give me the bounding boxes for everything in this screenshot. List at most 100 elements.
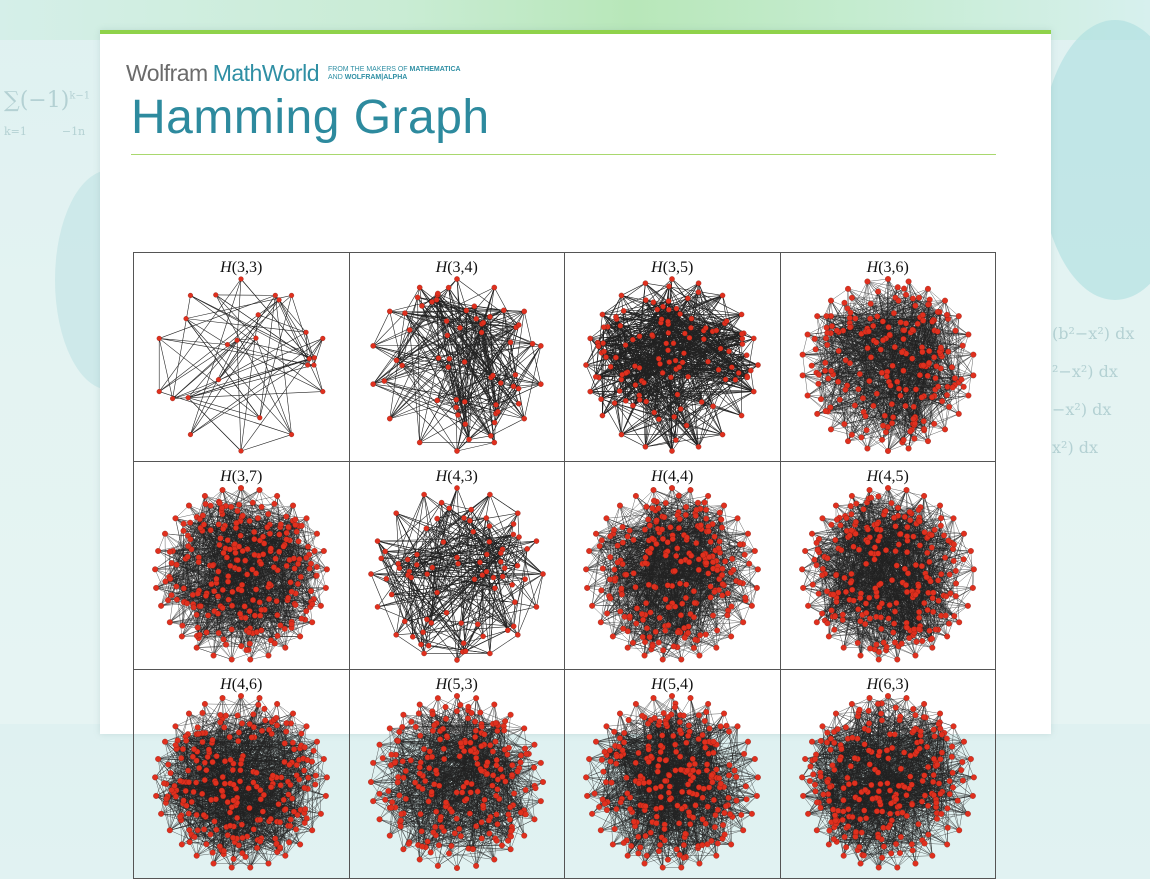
graph-vertex (687, 335, 692, 340)
graph-edge (437, 400, 456, 401)
graph-vertex (225, 342, 230, 347)
graph-vertex (286, 524, 292, 530)
graph-vertex (910, 296, 916, 302)
graph-vertex (217, 542, 223, 548)
graph-vertex (828, 368, 834, 374)
graph-vertex (701, 337, 706, 342)
graph-vertex (205, 612, 211, 618)
graph-vertex (601, 325, 606, 330)
graph-vertex (659, 317, 664, 322)
graph-vertex (909, 327, 915, 333)
graph-vertex (521, 416, 526, 421)
graph-vertex (889, 420, 895, 426)
graph-vertex (656, 417, 661, 422)
background-shape-right (1040, 20, 1150, 300)
graph-vertex (748, 368, 753, 373)
graph-vertex (453, 405, 458, 410)
graph-cell: H(4,3) (350, 462, 566, 671)
graph-edge (190, 340, 237, 434)
graph-vertex (289, 621, 295, 627)
graph-vertex (254, 336, 259, 341)
graph-vertex (608, 364, 613, 369)
graph-vertex (266, 596, 272, 602)
graph-vertex (157, 336, 162, 341)
graph-vertex (714, 328, 719, 333)
graph-vertex (718, 346, 723, 351)
graph-edge (457, 442, 494, 451)
graph-vertex (515, 386, 520, 391)
graph-vertex (938, 345, 944, 351)
graph-vertex (621, 308, 626, 313)
graph-edge (237, 506, 261, 510)
graph-vertex (874, 314, 880, 320)
graph-vertex (190, 592, 196, 598)
graph-drawing (781, 253, 996, 461)
graph-vertex (613, 314, 618, 319)
graph-vertex (685, 374, 690, 379)
graph-vertex (808, 363, 814, 369)
graph-vertex (179, 633, 185, 639)
graph-vertex (899, 349, 905, 355)
graph-vertex (238, 485, 244, 491)
graph-vertex (268, 545, 274, 551)
graph-vertex (619, 432, 624, 437)
graph-vertex (644, 399, 649, 404)
graph-vertex (959, 343, 965, 349)
graph-vertex (407, 327, 412, 332)
graph-vertex (744, 353, 749, 358)
graph-vertex (258, 561, 264, 567)
graph-vertex (266, 511, 272, 517)
mathworld-logo[interactable]: Wolfram MathWorld FROM THE MAKERS OF MAT… (126, 60, 461, 87)
graph-edge (402, 330, 410, 365)
graph-vertex (900, 368, 906, 374)
graph-vertex (914, 321, 920, 327)
graph-vertex (799, 373, 805, 379)
graph-vertex (247, 518, 253, 524)
graph-vertex (600, 413, 605, 418)
background-math-left: ∑(−1)k−1 (4, 88, 90, 113)
graph-vertex (281, 543, 287, 549)
graph-vertex (278, 521, 284, 527)
graph-vertex (745, 375, 750, 380)
graph-vertex (244, 571, 250, 577)
graph-vertex (188, 293, 193, 298)
graph-edge (373, 313, 405, 346)
graph-vertex (864, 446, 870, 452)
graph-vertex (538, 382, 543, 387)
graph-edge (188, 398, 241, 451)
graph-vertex (929, 319, 935, 325)
graph-vertex (461, 359, 466, 364)
graph-vertex (284, 530, 290, 536)
graph-vertex (211, 652, 217, 658)
graph-vertex (918, 395, 924, 401)
graph-vertex (191, 604, 197, 610)
logo-mathworld-text: MathWorld (213, 60, 319, 87)
graph-vertex (916, 295, 922, 301)
graph-vertex (202, 493, 208, 499)
graph-drawing (565, 253, 780, 461)
graph-vertex (249, 566, 255, 572)
graph-vertex (167, 548, 173, 554)
graph-vertex (824, 330, 830, 336)
graph-vertex (889, 363, 895, 369)
graph-vertex (215, 610, 221, 616)
graph-vertex (308, 588, 314, 594)
graph-vertex (167, 619, 173, 625)
graph-vertex (842, 387, 848, 393)
graph-vertex (885, 324, 891, 330)
graph-vertex (945, 349, 951, 355)
graph-vertex (180, 622, 186, 628)
graph-vertex (239, 449, 244, 454)
graph-vertex (902, 403, 908, 409)
graph-vertex (917, 372, 923, 378)
graph-vertex (185, 543, 191, 549)
graph-vertex (970, 373, 976, 379)
graph-vertex (637, 365, 642, 370)
graph-vertex (816, 372, 822, 378)
graph-vertex (900, 336, 906, 342)
graph-vertex (170, 396, 175, 401)
graph-vertex (913, 387, 919, 393)
graph-vertex (283, 644, 289, 650)
graph-vertex (944, 392, 950, 398)
graph-vertex (955, 313, 961, 319)
